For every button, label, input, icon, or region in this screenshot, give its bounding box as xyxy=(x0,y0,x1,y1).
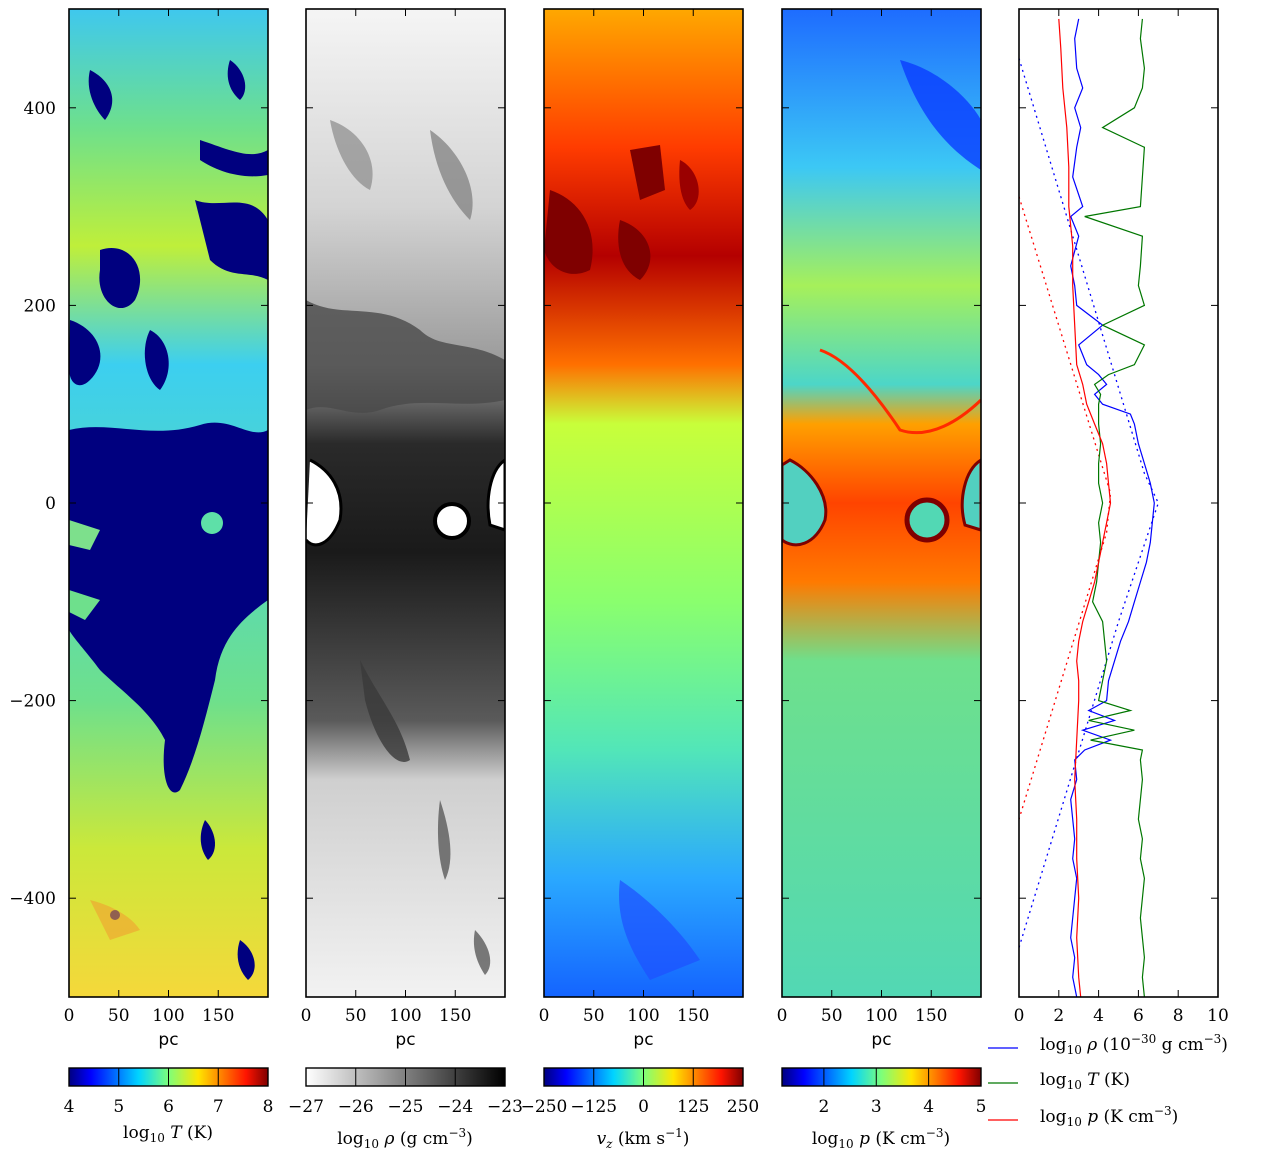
colorbar-tick-label: −27 xyxy=(288,1097,324,1117)
colorbar-tick-label: −26 xyxy=(338,1097,374,1117)
pressure-profile-line xyxy=(1058,18,1112,997)
x-tick-label: 150 xyxy=(915,1006,947,1026)
colorbar-tick-label: −25 xyxy=(388,1097,424,1117)
colorbar-tick-label: 5 xyxy=(976,1097,987,1117)
colorbar-tick-label: 4 xyxy=(64,1097,75,1117)
pressure-colorbar xyxy=(781,1067,982,1087)
colorbar-tick-label: −125 xyxy=(570,1097,617,1117)
density-panel xyxy=(306,9,505,997)
profile-lines xyxy=(1019,18,1159,997)
x-tick-label: 0 xyxy=(777,1006,788,1026)
legend-temperature-label: log10 T (K) xyxy=(1040,1070,1130,1092)
colorbar-tick-label: −24 xyxy=(437,1097,473,1117)
colorbar-tick-label: 5 xyxy=(113,1097,124,1117)
colorbar-ticks: 4 5 6 7 8 −27 −26 −25 −24 −23−250 −125 0 125 250 2 3 4 5 xyxy=(64,1068,987,1117)
x-tick-label: 0 xyxy=(301,1006,312,1026)
colorbar-tick-label: 2 xyxy=(818,1097,829,1117)
colorbar-tick-label: 250 xyxy=(727,1097,759,1117)
x-tick-label: 100 xyxy=(389,1006,421,1026)
colorbar-tick-label: 7 xyxy=(213,1097,224,1117)
colorbar-tick-label: −250 xyxy=(521,1097,568,1117)
colorbar-tick-label: 4 xyxy=(923,1097,934,1117)
colorbar-tick-label: 8 xyxy=(263,1097,274,1117)
pressure-panel xyxy=(782,9,981,997)
y-tick-label: 0 xyxy=(45,494,56,514)
x-tick-label: 4 xyxy=(1093,1006,1104,1026)
x-tick-label: 50 xyxy=(821,1006,843,1026)
profiles-legend: log10 ρ (10−30 g cm−3) log10 T (K) log10… xyxy=(988,1032,1228,1129)
colorbar-tick-label: 6 xyxy=(163,1097,174,1117)
x-tick-label: 150 xyxy=(439,1006,471,1026)
colorbar-tick-label: 0 xyxy=(638,1097,649,1117)
x-tick-label: 50 xyxy=(108,1006,130,1026)
x-tick-label: 150 xyxy=(677,1006,709,1026)
x-axis-label: pc xyxy=(633,1030,653,1050)
temperature-colorbar-label: log10 T (K) xyxy=(123,1123,213,1145)
x-tick-label: 0 xyxy=(539,1006,550,1026)
density-profile-line xyxy=(1069,18,1155,997)
x-tick-label: 50 xyxy=(583,1006,605,1026)
velocity-panel xyxy=(544,9,743,997)
velocity-colorbar-label: vz (km s−1) xyxy=(597,1126,690,1151)
temperature-profile-line xyxy=(1084,18,1146,997)
x-axis-label: pc xyxy=(395,1030,415,1050)
x-tick-label: 150 xyxy=(202,1006,234,1026)
x-axis-label: pc xyxy=(158,1030,178,1050)
x-tick-label: 0 xyxy=(64,1006,75,1026)
x-tick-label: 2 xyxy=(1053,1006,1064,1026)
x-tick-label: 6 xyxy=(1133,1006,1144,1026)
x-tick-label: 0 xyxy=(1014,1006,1025,1026)
x-tick-label: 8 xyxy=(1173,1006,1184,1026)
colorbar-tick-label: 3 xyxy=(871,1097,882,1117)
legend-density-label: log10 ρ (10−30 g cm−3) xyxy=(1040,1032,1228,1057)
y-tick-label: −400 xyxy=(9,889,56,909)
profiles-panel xyxy=(1019,9,1218,997)
temperature-panel xyxy=(69,9,268,997)
reference-dotted-line xyxy=(1019,58,1159,948)
x-tick-label: 100 xyxy=(865,1006,897,1026)
pressure-colorbar-label: log10 p (K cm−3) xyxy=(812,1126,950,1151)
x-tick-label: 10 xyxy=(1207,1006,1229,1026)
x-axis-label: pc xyxy=(871,1030,891,1050)
y-tick-label: −200 xyxy=(9,692,56,712)
y-tick-label: 400 xyxy=(24,99,56,119)
x-tick-label: 100 xyxy=(627,1006,659,1026)
x-tick-label: 100 xyxy=(152,1006,184,1026)
colorbar-tick-label: 125 xyxy=(677,1097,709,1117)
y-tick-label: 200 xyxy=(24,296,56,316)
colorbar-tick-label: −23 xyxy=(487,1097,523,1117)
density-colorbar-label: log10 ρ (g cm−3) xyxy=(337,1126,473,1151)
x-tick-label: 50 xyxy=(345,1006,367,1026)
legend-pressure-label: log10 p (K cm−3) xyxy=(1040,1104,1178,1129)
